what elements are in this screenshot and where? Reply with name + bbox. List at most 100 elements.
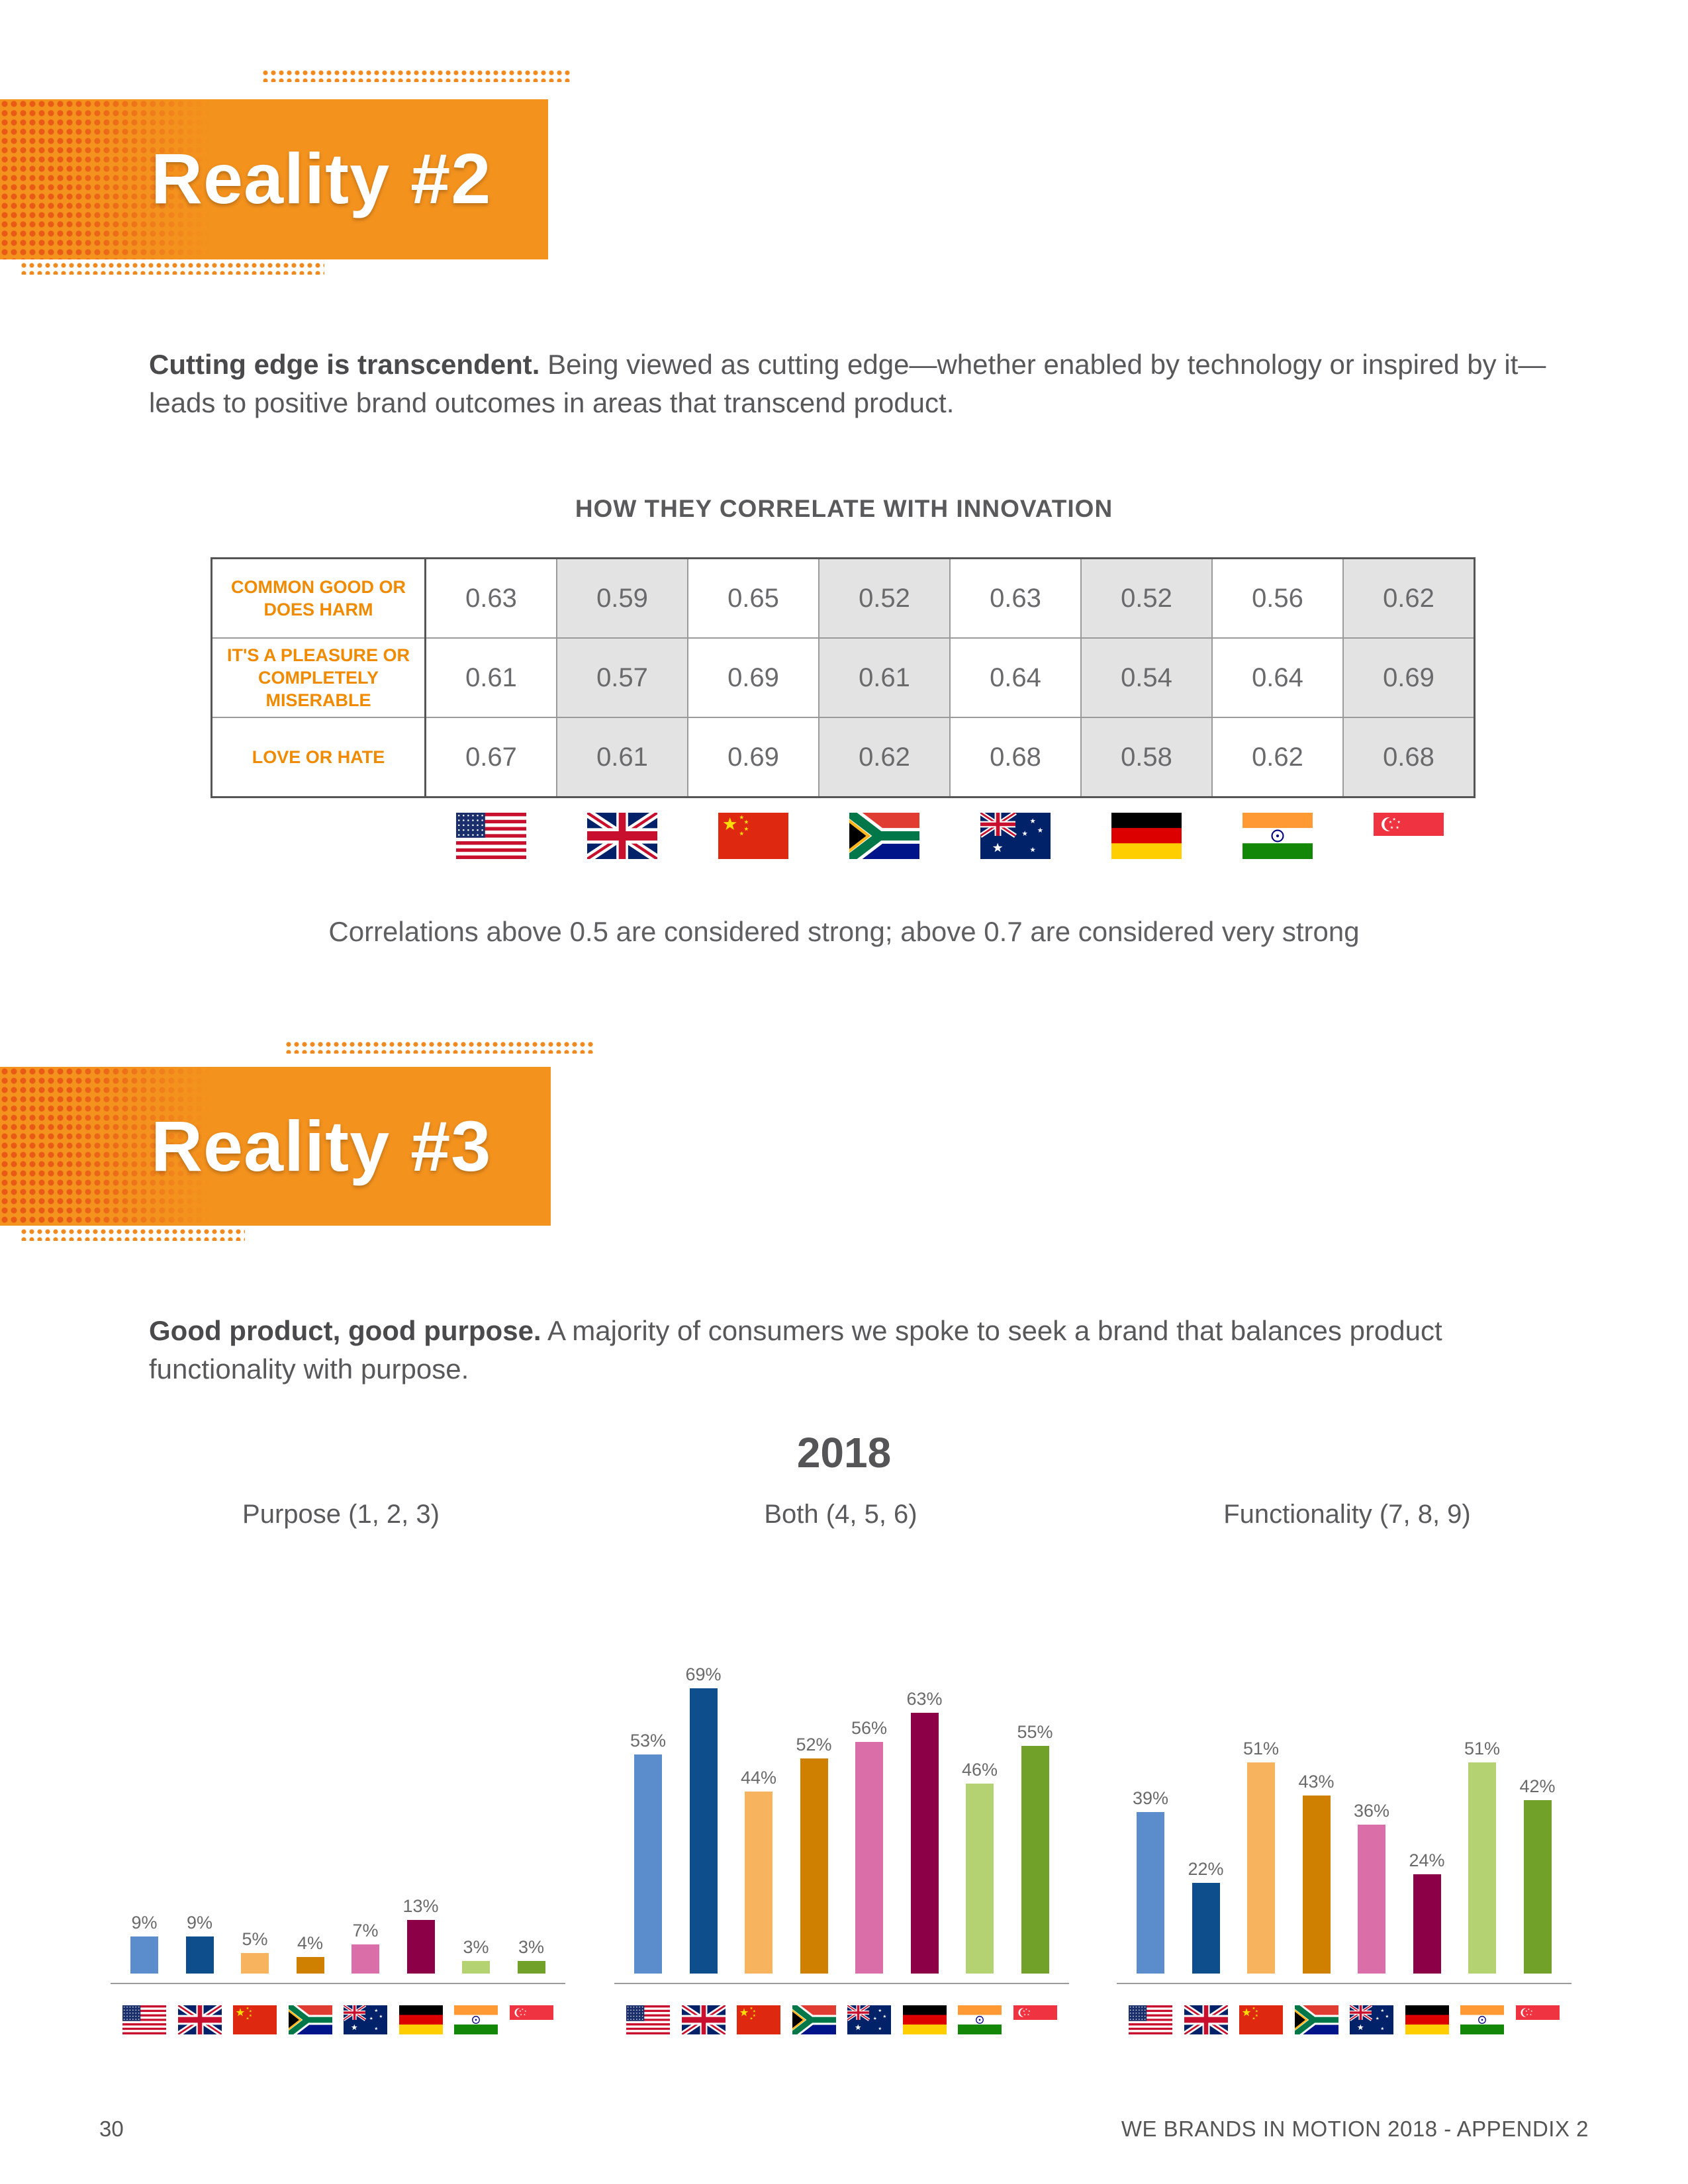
table-cell: 0.64 <box>1211 637 1344 718</box>
table-row: IT'S A PLEASURE OR COMPLETELY MISERABLE 0… <box>211 637 1476 718</box>
table-cell: 0.62 <box>818 717 951 798</box>
table-cell: 0.65 <box>687 557 820 639</box>
bar <box>1413 1874 1441 1974</box>
australia-flag-icon <box>1350 2005 1393 2034</box>
table-cell: 0.69 <box>1342 637 1476 718</box>
bar <box>296 1957 324 1974</box>
bar <box>462 1961 490 1974</box>
bar <box>855 1742 883 1974</box>
bar-value-label: 53% <box>630 1730 667 1751</box>
india-flag-icon <box>1243 813 1313 859</box>
south-africa-flag-icon <box>288 2005 332 2034</box>
singapore-flag-icon <box>1374 813 1444 859</box>
bar <box>1358 1825 1385 1974</box>
table-cell: 0.59 <box>556 557 688 639</box>
bar-value-label: 52% <box>796 1735 832 1754</box>
table-cell: 0.69 <box>687 717 820 798</box>
germany-flag-icon <box>1405 2005 1449 2034</box>
us-flag-icon <box>122 2005 166 2034</box>
reality-2-banner: Reality #2 <box>0 99 548 259</box>
bar-value-label: 43% <box>1298 1772 1335 1792</box>
australia-flag-icon <box>344 2005 387 2034</box>
decorative-dots-bottom <box>20 261 324 275</box>
bar-value-label: 9% <box>131 1912 158 1933</box>
section2-paragraph: Good product, good purpose. A majority o… <box>149 1312 1559 1388</box>
bar <box>634 1754 662 1974</box>
bar <box>130 1936 158 1974</box>
bar-value-label: 4% <box>297 1933 324 1953</box>
bar <box>966 1783 994 1974</box>
china-flag-icon <box>233 2005 277 2034</box>
bar-value-label: 51% <box>1464 1739 1501 1759</box>
table-cell: 0.54 <box>1080 637 1213 718</box>
bar <box>517 1961 545 1974</box>
table-cell: 0.64 <box>949 637 1082 718</box>
table-cell: 0.57 <box>556 637 688 718</box>
banner-halftone-pattern <box>0 99 548 259</box>
bar <box>910 1713 939 1974</box>
bar-value-label: 44% <box>740 1768 777 1788</box>
section1-paragraph: Cutting edge is transcendent. Being view… <box>149 345 1559 422</box>
table-cell: 0.63 <box>949 557 1082 639</box>
banner-title: Reality #2 <box>151 138 492 218</box>
section2-body: A majority of consumers we spoke to seek… <box>149 1315 1442 1385</box>
table-cell: 0.63 <box>424 557 557 639</box>
bar-value-label: 51% <box>1243 1739 1280 1759</box>
chart-title: 2018 <box>796 1429 892 1477</box>
bar <box>745 1792 773 1974</box>
bar-value-label: 55% <box>1017 1722 1053 1743</box>
table-cell: 0.52 <box>1080 557 1213 639</box>
bar-value-label: 36% <box>1353 1801 1390 1821</box>
chart-baseline <box>614 1983 1069 1984</box>
table-cell: 0.67 <box>424 717 557 798</box>
table-cell: 0.69 <box>687 637 820 718</box>
bar-value-label: 3% <box>463 1937 489 1958</box>
bar <box>689 1688 718 1974</box>
us-flag-icon <box>1129 2005 1172 2034</box>
banner-halftone-pattern <box>0 1067 551 1226</box>
section1-lead: Cutting edge is transcendent. <box>149 349 540 380</box>
bar-value-label: 63% <box>906 1689 943 1709</box>
group-title: Functionality (7, 8, 9) <box>1223 1500 1471 1529</box>
bar-value-label: 69% <box>685 1664 722 1684</box>
bar-value-label: 9% <box>186 1912 213 1933</box>
table-cell: 0.61 <box>818 637 951 718</box>
south-africa-flag-icon <box>849 813 919 859</box>
bar <box>406 1919 435 1974</box>
table-cell: 0.58 <box>1080 717 1213 798</box>
decorative-dots-top <box>261 69 573 82</box>
bar <box>1523 1799 1552 1974</box>
reality-3-banner: Reality #3 <box>0 1067 551 1226</box>
bar <box>1192 1882 1220 1974</box>
germany-flag-icon <box>1111 813 1182 859</box>
table-cell: 0.62 <box>1342 557 1476 639</box>
table-cell: 0.68 <box>1342 717 1476 798</box>
china-flag-icon <box>1239 2005 1283 2034</box>
table-title: HOW THEY CORRELATE WITH INNOVATION <box>575 495 1113 522</box>
bar-value-label: 56% <box>851 1718 888 1738</box>
bar <box>1021 1746 1049 1974</box>
table-cell: 0.61 <box>556 717 688 798</box>
australia-flag-icon <box>847 2005 891 2034</box>
bar <box>1468 1762 1496 1974</box>
bar <box>352 1944 379 1974</box>
singapore-flag-icon <box>1515 2005 1560 2034</box>
table-cell: 0.52 <box>818 557 951 639</box>
us-flag-icon <box>456 813 526 859</box>
bar-value-label: 3% <box>518 1937 545 1958</box>
row-label: LOVE OR HATE <box>211 717 426 798</box>
us-flag-icon <box>626 2005 670 2034</box>
bar-value-label: 42% <box>1519 1776 1556 1796</box>
uk-flag-icon <box>681 2005 726 2034</box>
row-label: IT'S A PLEASURE OR COMPLETELY MISERABLE <box>211 637 426 718</box>
singapore-flag-icon <box>1013 2005 1057 2034</box>
decorative-dots-top-2 <box>285 1040 596 1054</box>
uk-flag-icon <box>177 2005 222 2034</box>
bar-value-label: 24% <box>1409 1850 1445 1870</box>
bar <box>1247 1762 1275 1974</box>
chart-baseline <box>1117 1983 1571 1984</box>
bar-value-label: 13% <box>402 1895 439 1916</box>
uk-flag-icon <box>587 813 657 859</box>
india-flag-icon <box>1460 2005 1504 2034</box>
bar-value-label: 22% <box>1188 1858 1224 1879</box>
